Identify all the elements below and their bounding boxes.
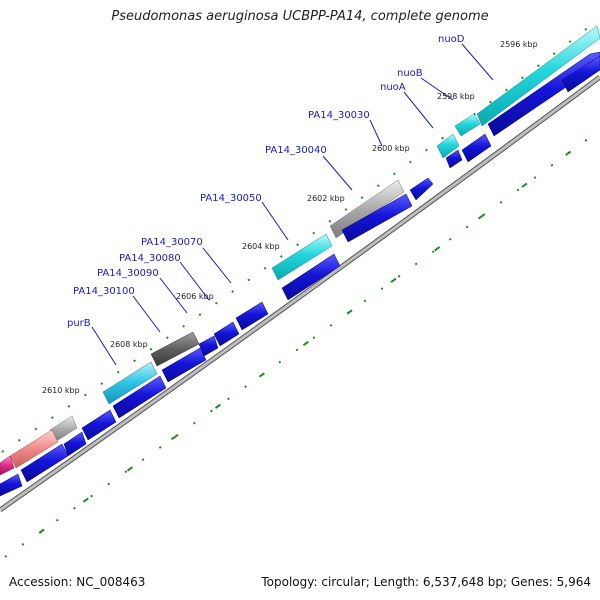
gene-purB xyxy=(102,361,158,405)
gene-label-PA14_30080: PA14_30080 xyxy=(119,253,181,264)
kbp-label: 2610 kbp xyxy=(42,386,80,395)
map-title: Pseudomonas aeruginosa UCBPP-PA14, compl… xyxy=(111,9,489,24)
gene-label-nuoB: nuoB xyxy=(397,68,423,79)
cds-arrows xyxy=(0,51,600,497)
kbp-label: 2608 kbp xyxy=(110,340,148,349)
kbp-label: 2602 kbp xyxy=(307,194,345,203)
gene-label-nuoA: nuoA xyxy=(380,82,406,93)
gene-PA14_30050 xyxy=(271,233,333,281)
inner-dotted-ring xyxy=(4,129,600,558)
top-gene-row xyxy=(0,25,600,476)
kbp-label: 2598 kbp xyxy=(437,92,475,101)
outer-dotted-ring xyxy=(1,19,599,453)
kbp-label: 2606 kbp xyxy=(176,292,214,301)
position-labels: 2596 kbp 2598 kbp 2600 kbp 2602 kbp 2604… xyxy=(42,40,538,395)
genome-backbone xyxy=(0,75,600,512)
gene-label-PA14_30030: PA14_30030 xyxy=(308,110,370,121)
gene-label-PA14_30090: PA14_30090 xyxy=(97,268,159,279)
inner-major-ticks xyxy=(4,129,600,558)
gene-nuoB xyxy=(454,113,481,137)
gene-label-PA14_30070: PA14_30070 xyxy=(141,237,203,248)
gene-PA14_30030 xyxy=(329,179,405,239)
gene-label-PA14_30040: PA14_30040 xyxy=(265,145,327,156)
gene-label-PA14_30050: PA14_30050 xyxy=(200,193,262,204)
gene-label-purB: purB xyxy=(67,318,91,329)
gene-label-PA14_30100: PA14_30100 xyxy=(73,286,135,297)
gene-label-nuoD: nuoD xyxy=(438,34,465,45)
genome-summary-text: Topology: circular; Length: 6,537,648 bp… xyxy=(261,575,591,589)
gene-nuoD xyxy=(476,25,600,127)
gene-nuoA xyxy=(436,133,460,159)
kbp-label: 2600 kbp xyxy=(372,144,410,153)
kbp-label: 2604 kbp xyxy=(242,242,280,251)
leader-lines xyxy=(91,43,494,366)
gene-pink xyxy=(9,429,59,469)
gene-magenta xyxy=(0,455,15,476)
accession-text: Accession: NC_008463 xyxy=(9,575,146,589)
gene-labels: nuoD nuoB nuoA PA14_30030 PA14_30040 PA1… xyxy=(67,34,465,329)
kbp-label: 2596 kbp xyxy=(500,40,538,49)
